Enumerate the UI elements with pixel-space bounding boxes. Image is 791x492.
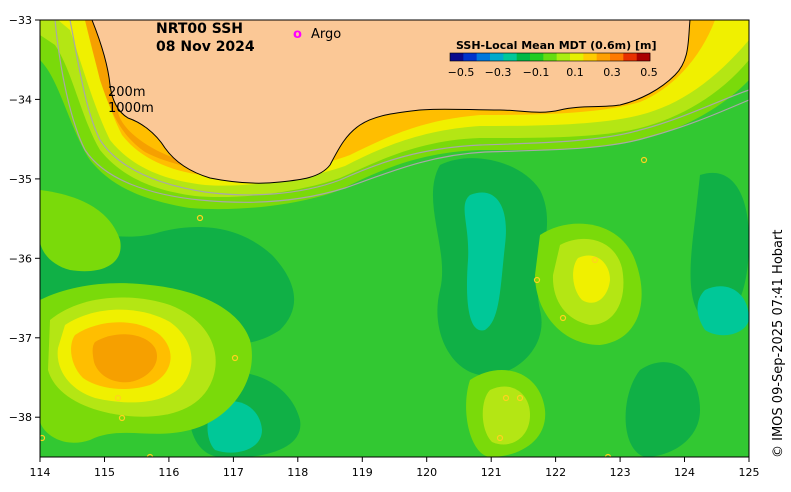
- ssh-contour-strong-orange-southwest: [92, 334, 158, 383]
- colorbar-tick-label: 0.5: [640, 66, 658, 79]
- x-tick-label: 123: [610, 466, 631, 479]
- isobath-label-1000m: 1000m: [108, 101, 154, 116]
- colorbar-swatch: [450, 53, 464, 61]
- ssh-contour-teal-east: [697, 286, 749, 336]
- argo-float-marker: [146, 453, 154, 457]
- colorbar-title: SSH-Local Mean MDT (0.6m) [m]: [456, 39, 656, 52]
- x-tick-label: 118: [287, 466, 308, 479]
- colorbar-swatch: [516, 53, 531, 61]
- colorbar-swatch: [636, 53, 651, 61]
- map-plot-area: [40, 20, 749, 457]
- ssh-contour-dark-green-east: [690, 172, 749, 322]
- argo-float-marker: [502, 394, 510, 402]
- argo-float-marker: [516, 394, 524, 402]
- colorbar-swatch: [583, 53, 597, 61]
- colorbar-tick-label: −0.5: [448, 66, 475, 79]
- x-tick-labels: 114 115 116 117 118 119 120 121 122 123 …: [30, 466, 760, 479]
- argo-float-marker: [496, 434, 504, 442]
- colorbar-swatch: [596, 53, 611, 61]
- y-tick-label: −38: [9, 411, 32, 424]
- colorbar-swatch: [476, 53, 491, 61]
- y-tick-label: −35: [9, 173, 32, 186]
- x-axis: [39, 457, 750, 462]
- colorbar-swatch: [490, 53, 504, 61]
- argo-float-marker: [196, 214, 204, 222]
- colorbar-tick-label: −0.1: [523, 66, 550, 79]
- argo-float-marker: [114, 394, 122, 402]
- colorbar-tick-label: −0.3: [485, 66, 512, 79]
- colorbar-swatch: [503, 53, 517, 61]
- x-tick-label: 115: [94, 466, 115, 479]
- x-tick-label: 125: [739, 466, 760, 479]
- y-axis: [35, 19, 40, 418]
- colorbar-swatch: [623, 53, 637, 61]
- colorbar-swatch: [530, 53, 544, 61]
- ssh-contour-dark-green-southeast: [625, 362, 700, 457]
- imos-credit: © IMOS 09-Sep-2025 07:41 Hobart: [771, 230, 786, 458]
- x-tick-label: 119: [352, 466, 373, 479]
- argo-float-marker: [40, 434, 46, 442]
- argo-float-marker: [559, 314, 567, 322]
- ssh-contour-yellow-east: [573, 255, 610, 303]
- argo-legend-label: Argo: [311, 27, 341, 42]
- colorbar: SSH-Local Mean MDT (0.6m) [m] −0.5 −0.3 …: [448, 39, 658, 79]
- argo-float-marker: [640, 156, 648, 164]
- x-tick-label: 122: [545, 466, 566, 479]
- colorbar-swatch: [610, 53, 624, 61]
- y-tick-labels: −33 −34 −35 −36 −37 −38: [9, 14, 32, 424]
- isobath-label-200m: 200m: [108, 85, 145, 100]
- ssh-contour-yellow-green-south: [482, 386, 530, 445]
- colorbar-swatch: [463, 53, 477, 61]
- ssh-contour-light-green-west: [40, 190, 121, 272]
- map-date: 08 Nov 2024: [156, 39, 255, 55]
- x-tick-label: 124: [674, 466, 695, 479]
- map-title: NRT00 SSH: [156, 21, 243, 37]
- y-tick-label: −33: [9, 14, 32, 27]
- y-tick-label: −34: [9, 93, 32, 106]
- colorbar-swatch: [556, 53, 571, 61]
- argo-float-marker: [118, 414, 126, 422]
- y-tick-label: −37: [9, 332, 32, 345]
- colorbar-tick-label: 0.1: [566, 66, 584, 79]
- x-tick-label: 114: [30, 466, 51, 479]
- colorbar-tick-label: 0.3: [603, 66, 621, 79]
- colorbar-swatches: [450, 53, 651, 61]
- argo-float-marker: [591, 256, 599, 264]
- argo-float-marker: [231, 354, 239, 362]
- isobath-200m: [69, 20, 749, 196]
- ssh-contour-teal-central: [464, 192, 506, 331]
- colorbar-swatch: [570, 53, 584, 61]
- x-tick-label: 116: [158, 466, 179, 479]
- x-tick-label: 117: [223, 466, 244, 479]
- argo-floats: [40, 156, 648, 457]
- argo-float-marker: [533, 276, 541, 284]
- plot-frame: [39, 19, 750, 458]
- argo-legend-symbol: o: [293, 27, 302, 42]
- colorbar-swatch: [543, 53, 557, 61]
- y-tick-label: −36: [9, 252, 32, 265]
- x-tick-label: 121: [481, 466, 502, 479]
- isobath-1000m: [54, 20, 749, 203]
- colorbar-border: [449, 52, 651, 62]
- x-tick-label: 120: [416, 466, 437, 479]
- argo-float-marker: [604, 453, 612, 457]
